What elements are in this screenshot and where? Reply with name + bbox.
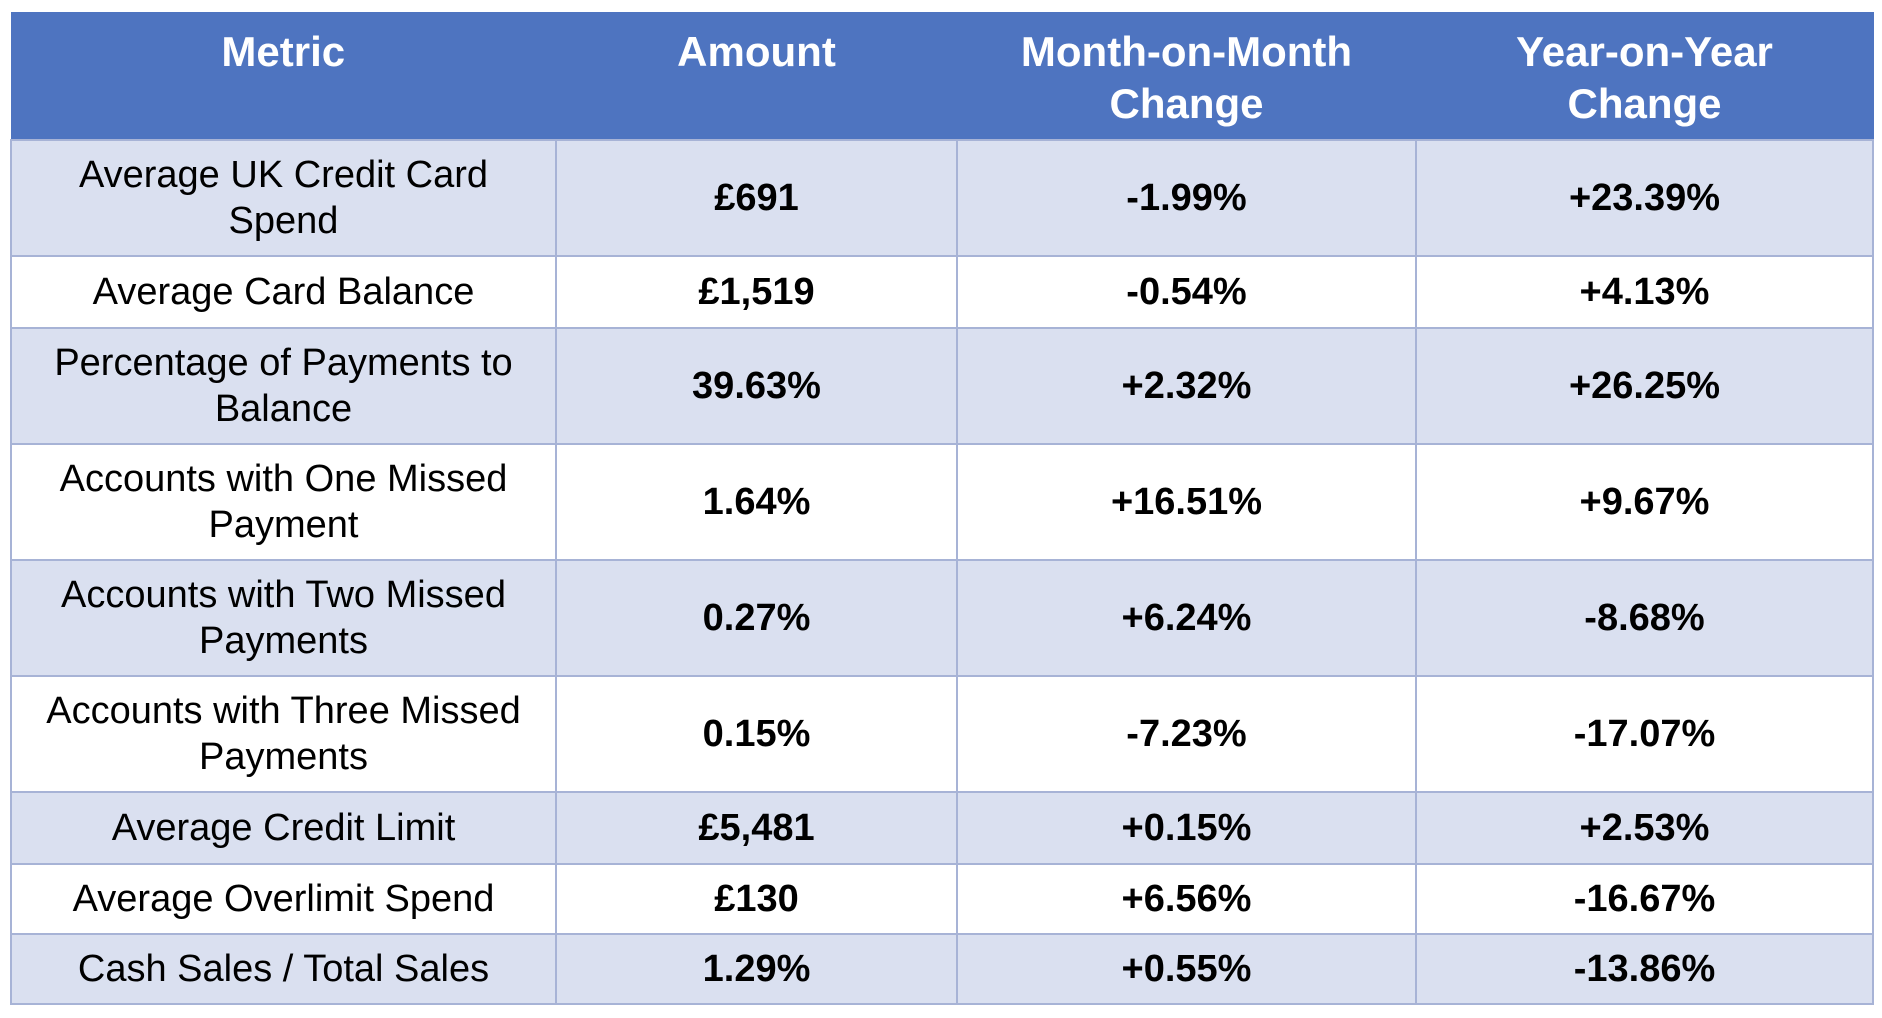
metrics-table-container: Metric Amount Month-on-Month Change Year-… bbox=[10, 12, 1874, 1005]
amount-cell: 1.29% bbox=[555, 933, 958, 1005]
mom-change-cell: +6.56% bbox=[956, 863, 1417, 935]
amount-cell: £691 bbox=[555, 139, 958, 257]
metric-cell: Accounts with Two Missed Payments bbox=[10, 559, 557, 677]
table-row: Average Credit Limit £5,481 +0.15% +2.53… bbox=[10, 791, 1874, 865]
mom-change-cell: -0.54% bbox=[956, 255, 1417, 329]
metric-cell: Average Card Balance bbox=[10, 255, 557, 329]
amount-cell: £1,519 bbox=[555, 255, 958, 329]
amount-cell: 39.63% bbox=[555, 327, 958, 445]
table-row: Cash Sales / Total Sales 1.29% +0.55% -1… bbox=[10, 933, 1874, 1005]
mom-change-cell: -1.99% bbox=[956, 139, 1417, 257]
metric-cell: Percentage of Payments to Balance bbox=[10, 327, 557, 445]
yoy-change-cell: +23.39% bbox=[1415, 139, 1874, 257]
mom-change-cell: +0.15% bbox=[956, 791, 1417, 865]
metric-cell: Accounts with One Missed Payment bbox=[10, 443, 557, 561]
table-row: Accounts with Two Missed Payments 0.27% … bbox=[10, 559, 1874, 677]
metric-cell: Average Credit Limit bbox=[10, 791, 557, 865]
amount-cell: £130 bbox=[555, 863, 958, 935]
table-row: Average Overlimit Spend £130 +6.56% -16.… bbox=[10, 863, 1874, 935]
metric-cell: Average Overlimit Spend bbox=[10, 863, 557, 935]
table-row: Average UK Credit Card Spend £691 -1.99%… bbox=[10, 139, 1874, 257]
yoy-change-cell: +4.13% bbox=[1415, 255, 1874, 329]
mom-change-cell: +6.24% bbox=[956, 559, 1417, 677]
header-year-on-year-change: Year-on-Year Change bbox=[1416, 12, 1874, 140]
table-row: Accounts with Three Missed Payments 0.15… bbox=[10, 675, 1874, 793]
mom-change-cell: +16.51% bbox=[956, 443, 1417, 561]
yoy-change-cell: -13.86% bbox=[1415, 933, 1874, 1005]
table-row: Percentage of Payments to Balance 39.63%… bbox=[10, 327, 1874, 445]
header-metric: Metric bbox=[11, 12, 557, 140]
mom-change-cell: -7.23% bbox=[956, 675, 1417, 793]
yoy-change-cell: -17.07% bbox=[1415, 675, 1874, 793]
credit-card-metrics-table: Metric Amount Month-on-Month Change Year-… bbox=[10, 12, 1874, 1005]
metric-cell: Average UK Credit Card Spend bbox=[10, 139, 557, 257]
mom-change-cell: +0.55% bbox=[956, 933, 1417, 1005]
yoy-change-cell: -16.67% bbox=[1415, 863, 1874, 935]
yoy-change-cell: +2.53% bbox=[1415, 791, 1874, 865]
amount-cell: £5,481 bbox=[555, 791, 958, 865]
header-amount: Amount bbox=[556, 12, 958, 140]
table-header-row: Metric Amount Month-on-Month Change Year-… bbox=[11, 12, 1874, 140]
metric-cell: Cash Sales / Total Sales bbox=[10, 933, 557, 1005]
amount-cell: 0.15% bbox=[555, 675, 958, 793]
amount-cell: 1.64% bbox=[555, 443, 958, 561]
table-row: Average Card Balance £1,519 -0.54% +4.13… bbox=[10, 255, 1874, 329]
yoy-change-cell: +26.25% bbox=[1415, 327, 1874, 445]
metric-cell: Accounts with Three Missed Payments bbox=[10, 675, 557, 793]
yoy-change-cell: -8.68% bbox=[1415, 559, 1874, 677]
amount-cell: 0.27% bbox=[555, 559, 958, 677]
yoy-change-cell: +9.67% bbox=[1415, 443, 1874, 561]
table-row: Accounts with One Missed Payment 1.64% +… bbox=[10, 443, 1874, 561]
mom-change-cell: +2.32% bbox=[956, 327, 1417, 445]
header-month-on-month-change: Month-on-Month Change bbox=[957, 12, 1417, 140]
